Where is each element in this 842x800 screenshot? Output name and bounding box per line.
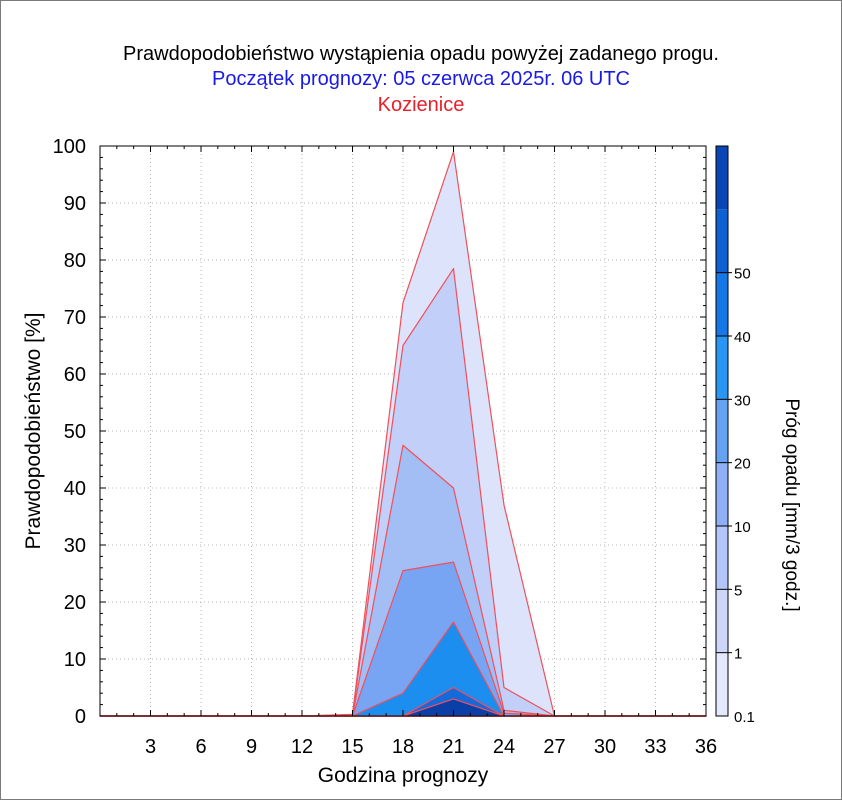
- probability-areas: [99, 151, 707, 717]
- x-tick-label: 12: [291, 736, 313, 758]
- colorbar-tick-label: 1: [734, 646, 742, 663]
- x-tick-label: 36: [695, 736, 717, 758]
- colorbar-segment: [716, 589, 728, 653]
- x-tick-label: 27: [543, 736, 565, 758]
- chart-location: Kozienice: [377, 94, 465, 116]
- colorbar-tick-label: 5: [734, 582, 742, 599]
- colorbar-tick-label: 10: [734, 519, 751, 536]
- y-tick-label: 40: [64, 478, 86, 500]
- colorbar-tick-label: 50: [734, 266, 751, 283]
- x-tick-label: 15: [341, 736, 363, 758]
- chart-subtitle: Początek prognozy: 05 czerwca 2025r. 06 …: [212, 68, 630, 90]
- y-tick-label: 90: [64, 193, 86, 215]
- colorbar-segment: [716, 399, 728, 463]
- colorbar-segment: [716, 462, 728, 526]
- colorbar-tick-label: 0.1: [734, 709, 755, 726]
- colorbar-tick-label: 20: [734, 456, 751, 473]
- x-tick-label: 9: [246, 736, 257, 758]
- x-tick-label: 33: [644, 736, 666, 758]
- y-tick-label: 10: [64, 649, 86, 671]
- x-tick-label: 21: [442, 736, 464, 758]
- x-tick-label: 30: [594, 736, 616, 758]
- y-tick-label: 20: [64, 592, 86, 614]
- y-tick-label: 80: [64, 250, 86, 272]
- colorbar-label: Próg opadu [mm/3 godz.]: [781, 398, 802, 611]
- x-tick-label: 6: [195, 736, 206, 758]
- y-tick-label: 70: [64, 307, 86, 329]
- colorbar-segment: [716, 652, 728, 716]
- y-tick-label: 50: [64, 421, 86, 443]
- colorbar-segment: [716, 336, 728, 400]
- y-axis-label: Prawdopodobieństwo [%]: [22, 313, 45, 550]
- y-tick-label: 60: [64, 364, 86, 386]
- x-tick-label: 3: [145, 736, 156, 758]
- x-tick-label: 18: [392, 736, 414, 758]
- chart-title: Prawdopodobieństwo wystąpienia opadu pow…: [123, 43, 719, 65]
- colorbar-segment: [716, 209, 728, 273]
- x-tick-label: 24: [493, 736, 515, 758]
- colorbar-segment: [716, 272, 728, 336]
- x-axis-label: Godzina prognozy: [318, 764, 489, 787]
- y-tick-label: 0: [75, 706, 86, 728]
- colorbar: 0.1 1 5 10 20 30 40 50: [715, 145, 755, 726]
- y-tick-label: 100: [53, 136, 86, 158]
- y-tick-label: 30: [64, 535, 86, 557]
- colorbar-border: [715, 145, 729, 717]
- colorbar-segment: [716, 526, 728, 590]
- colorbar-tick-label: 30: [734, 392, 751, 409]
- colorbar-tick-label: 40: [734, 329, 751, 346]
- colorbar-segment: [716, 146, 728, 210]
- axis-ticks: 3 6 9 12 15 18 21 24 27 30 33 360102030405060708090…: [53, 136, 718, 758]
